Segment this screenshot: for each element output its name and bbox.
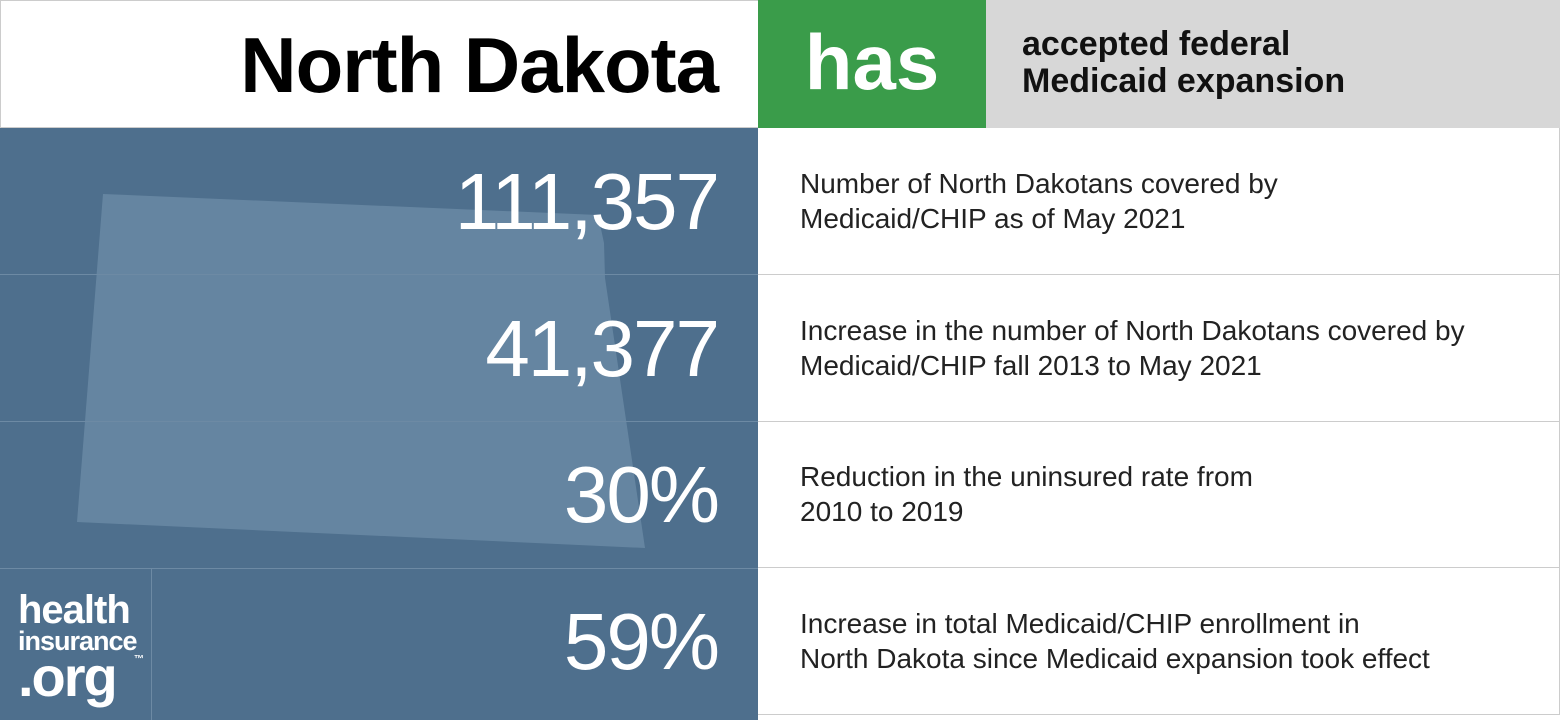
logo-mark: ™ — [134, 654, 144, 665]
divider — [0, 568, 758, 569]
stat-description: Reduction in the uninsured rate from 2010… — [758, 421, 1560, 568]
text-line: Medicaid/CHIP as of May 2021 — [800, 203, 1186, 234]
stat-value: 59% — [563, 597, 720, 686]
text-line: accepted federal — [1022, 25, 1291, 63]
stat-value: 30% — [563, 450, 720, 539]
stat-value: 111,357 — [454, 157, 720, 246]
logo-text: .org — [18, 645, 118, 708]
divider — [0, 421, 758, 422]
stat-description: Increase in total Medicaid/CHIP enrollme… — [758, 568, 1560, 715]
text-line: Increase in the number of North Dakotans… — [800, 315, 1465, 346]
text-line: Reduction in the uninsured rate from — [800, 461, 1253, 492]
stats-panel — [0, 128, 758, 720]
text-line: Medicaid expansion — [1022, 62, 1346, 100]
text-line: Increase in total Medicaid/CHIP enrollme… — [800, 608, 1360, 639]
divider — [0, 274, 758, 275]
logo: health insurance .org ™ — [0, 568, 152, 720]
state-outline — [77, 194, 645, 548]
state-name: North Dakota — [0, 0, 758, 128]
status-description: accepted federal Medicaid expansion — [986, 0, 1560, 128]
text-line: Medicaid/CHIP fall 2013 to May 2021 — [800, 350, 1262, 381]
stat-description: Number of North Dakotans covered by Medic… — [758, 128, 1560, 275]
stat-description: Increase in the number of North Dakotans… — [758, 275, 1560, 422]
text-line: Number of North Dakotans covered by — [800, 168, 1278, 199]
logo-text: insurance — [18, 626, 138, 656]
stat-value: 41,377 — [485, 304, 720, 393]
logo-text: health — [18, 588, 131, 632]
text-line: 2010 to 2019 — [800, 496, 964, 527]
state-shape — [77, 194, 645, 548]
status-badge: has — [758, 0, 986, 128]
text-line: North Dakota since Medicaid expansion to… — [800, 643, 1430, 674]
